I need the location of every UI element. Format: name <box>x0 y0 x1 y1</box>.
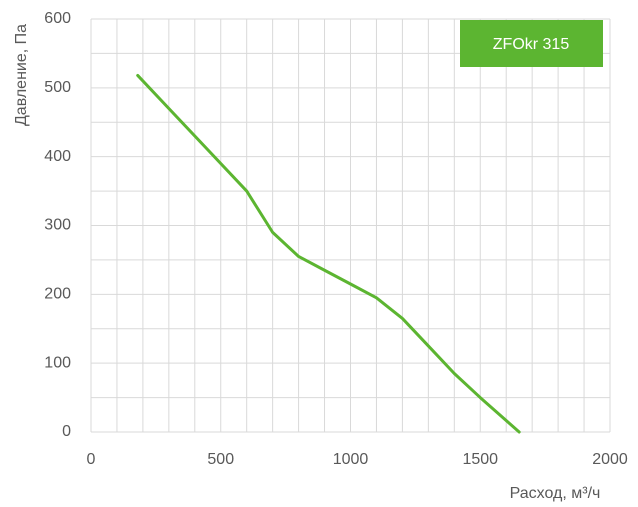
x-tick-label: 2000 <box>592 451 628 468</box>
x-tick-label: 1500 <box>462 451 498 468</box>
x-axis-label: Расход, м³/ч <box>510 485 601 502</box>
y-tick-label: 0 <box>62 423 71 440</box>
y-tick-label: 200 <box>44 286 71 303</box>
y-tick-label: 500 <box>44 79 71 96</box>
y-tick-label: 600 <box>44 10 71 27</box>
line <box>136 73 521 434</box>
y-tick-label: 300 <box>44 217 71 234</box>
x-tick-label: 1000 <box>333 451 369 468</box>
x-tick-label: 500 <box>207 451 234 468</box>
y-tick-label: 400 <box>44 148 71 165</box>
y-tick-label: 100 <box>44 354 71 371</box>
chart-title: ZFOkr 315 <box>493 36 570 53</box>
x-tick-label: 0 <box>87 451 96 468</box>
y-axis-label: Давление, Па <box>13 24 30 126</box>
title-box <box>460 20 603 67</box>
